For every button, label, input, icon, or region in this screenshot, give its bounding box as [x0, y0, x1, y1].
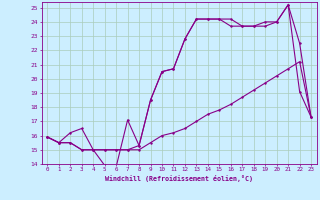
X-axis label: Windchill (Refroidissement éolien,°C): Windchill (Refroidissement éolien,°C)	[105, 175, 253, 182]
